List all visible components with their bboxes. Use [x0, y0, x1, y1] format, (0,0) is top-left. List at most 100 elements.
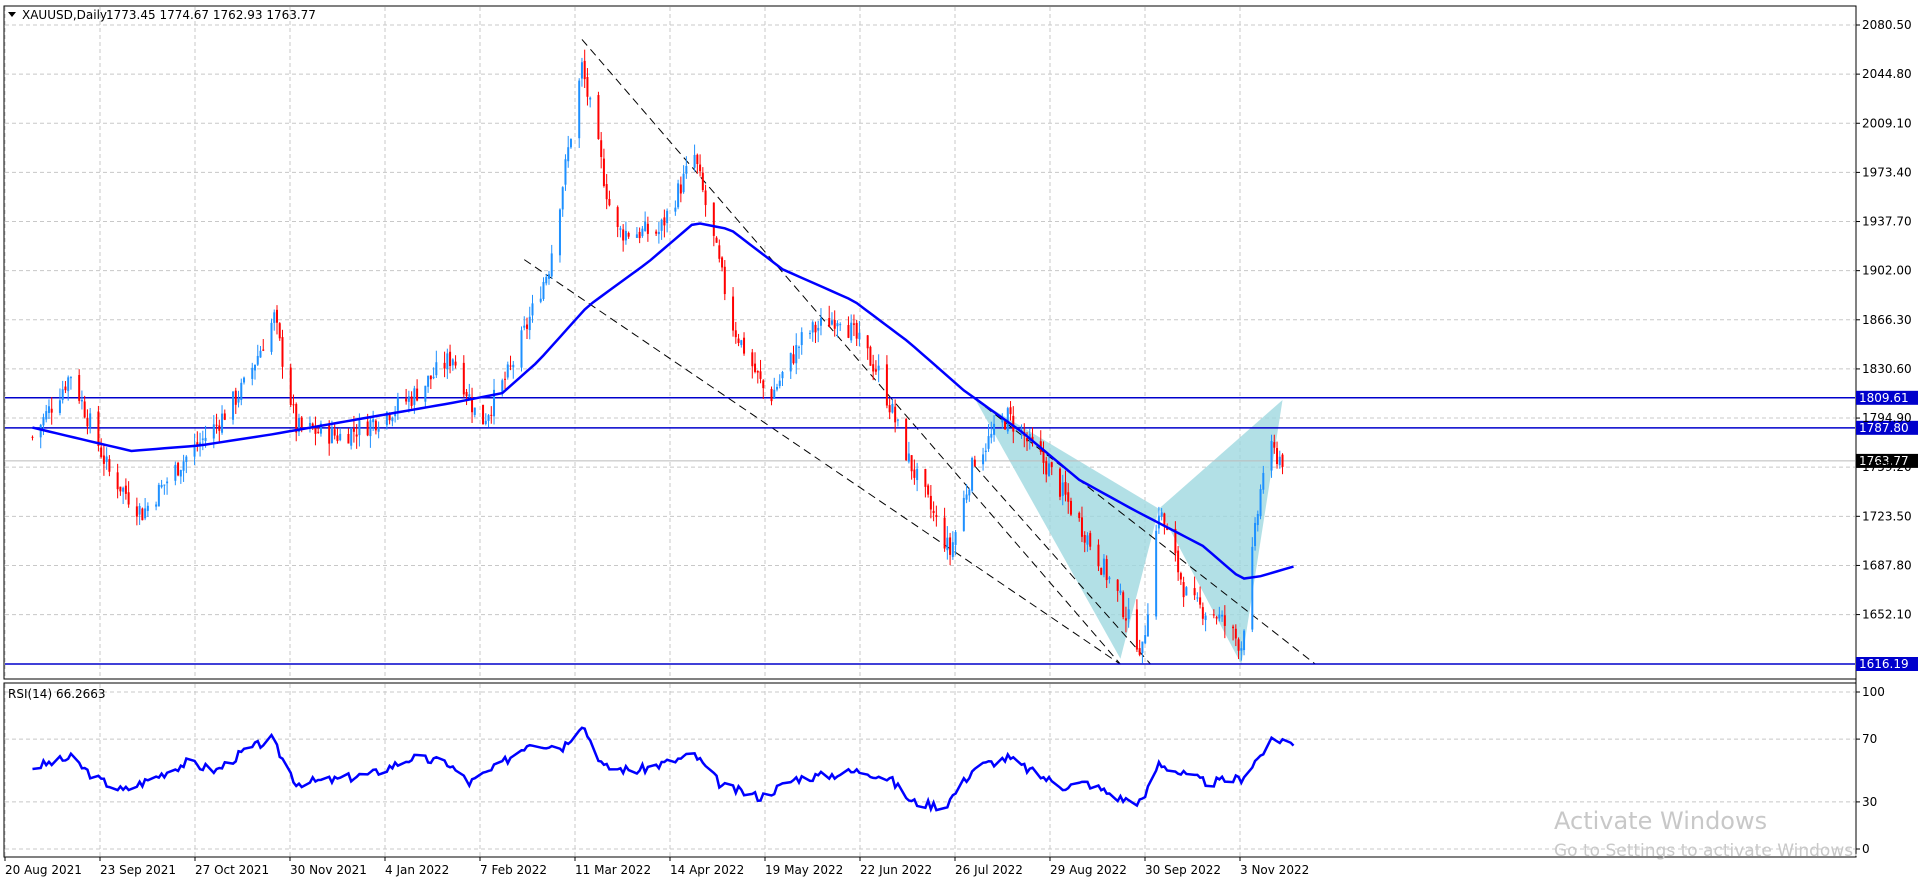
candle-body: [1262, 472, 1265, 490]
candle-body: [819, 318, 822, 326]
candle-body: [828, 318, 831, 327]
candle-body: [506, 364, 509, 378]
candle-body: [454, 361, 457, 366]
rsi-tick-label: 30: [1862, 795, 1877, 809]
candle-body: [1254, 522, 1257, 547]
candle-body: [1086, 535, 1089, 545]
candle-body: [1221, 614, 1224, 617]
candle-body: [31, 436, 34, 438]
rsi-line: [32, 726, 1295, 813]
candle-body: [655, 231, 658, 234]
candle-body: [141, 508, 144, 521]
candle-body: [982, 454, 985, 465]
candle-body: [638, 231, 641, 239]
candle-body: [1048, 463, 1050, 477]
candle-body: [333, 429, 336, 436]
candle-body: [86, 417, 89, 427]
candle-body: [1259, 489, 1262, 517]
symbol-header: XAUUSD,Daily: [22, 8, 107, 22]
candle-body: [462, 362, 465, 395]
candle-body: [1100, 567, 1103, 575]
candle-body: [100, 447, 103, 457]
candle-body: [314, 425, 317, 434]
candle-body: [160, 484, 163, 488]
candle-body: [616, 207, 619, 227]
candle-body: [850, 322, 853, 341]
candle-body: [295, 404, 298, 433]
candle-body: [715, 237, 718, 243]
candle-body: [696, 154, 699, 165]
candle-body: [971, 457, 974, 491]
candle-body: [281, 337, 284, 367]
candle-body: [83, 401, 86, 418]
candle-body: [778, 380, 781, 387]
candle-body: [789, 352, 792, 372]
candle-body: [451, 359, 454, 366]
candle-body: [273, 312, 276, 323]
candle-body: [251, 367, 254, 379]
candle-body: [366, 421, 369, 436]
candle-body: [657, 231, 660, 235]
candle-body: [589, 97, 592, 100]
candle-body: [193, 444, 196, 457]
candle-body: [993, 423, 996, 435]
candle-body: [666, 210, 669, 224]
price-tick-label: 1973.40: [1862, 165, 1912, 179]
candle-body: [1069, 500, 1072, 515]
candle-body: [199, 442, 202, 446]
candle-body: [800, 332, 803, 346]
candle-body: [300, 417, 303, 428]
candle-body: [866, 335, 869, 349]
candle-body: [1193, 588, 1196, 596]
candle-body: [896, 419, 899, 421]
symbol-dropdown-icon[interactable]: [8, 12, 16, 17]
candle-body: [677, 183, 680, 208]
candle-body: [1122, 592, 1125, 618]
candle-body: [1204, 615, 1207, 621]
candle-body: [138, 506, 141, 515]
candle-body: [61, 389, 64, 401]
candle-body: [718, 245, 721, 259]
candle-body: [487, 415, 490, 421]
candle-body: [547, 274, 550, 279]
candle-body: [951, 542, 954, 557]
time-tick-label: 4 Jan 2022: [385, 863, 449, 877]
candle-body: [1179, 573, 1182, 580]
candle-body: [734, 330, 737, 338]
candle-body: [987, 436, 990, 449]
candle-body: [330, 427, 333, 444]
candle-body: [396, 397, 399, 411]
candle-body: [907, 453, 910, 462]
current-price-badge: [1856, 453, 1918, 468]
candle-body: [874, 369, 877, 372]
candle-body: [1234, 628, 1237, 639]
horizontal-level-badge: [1856, 420, 1918, 435]
horizontal-level-badge: [1856, 390, 1918, 405]
candle-body: [155, 504, 158, 507]
watermark-line1: Activate Windows: [1554, 807, 1767, 835]
candle-body: [1177, 550, 1180, 573]
price-tick-label: 1830.60: [1862, 362, 1912, 376]
candle-body: [157, 484, 160, 507]
candle-body: [721, 257, 724, 268]
candle-body: [1026, 437, 1029, 442]
rsi-series-line: [32, 726, 1295, 813]
candle-body: [627, 233, 630, 237]
candle-body: [1001, 419, 1004, 423]
candle-body: [1045, 461, 1048, 475]
candle-body: [817, 327, 820, 331]
candle-body: [350, 428, 353, 446]
price-tick-label: 1794.90: [1862, 411, 1912, 425]
candle-body: [501, 380, 504, 393]
candle-body: [446, 353, 449, 370]
price-axis: 2080.50 2044.80 2009.10 1973.40 1937.70 1902.…: [1856, 18, 1912, 622]
candle-body: [429, 375, 432, 380]
candle-body: [336, 435, 339, 441]
candle-body: [905, 419, 908, 461]
candle-body: [836, 323, 839, 327]
candle-body: [262, 349, 265, 351]
candle-body: [773, 389, 776, 399]
candle-body: [619, 228, 622, 230]
candle-body: [416, 388, 419, 401]
candle-body: [1174, 528, 1177, 554]
